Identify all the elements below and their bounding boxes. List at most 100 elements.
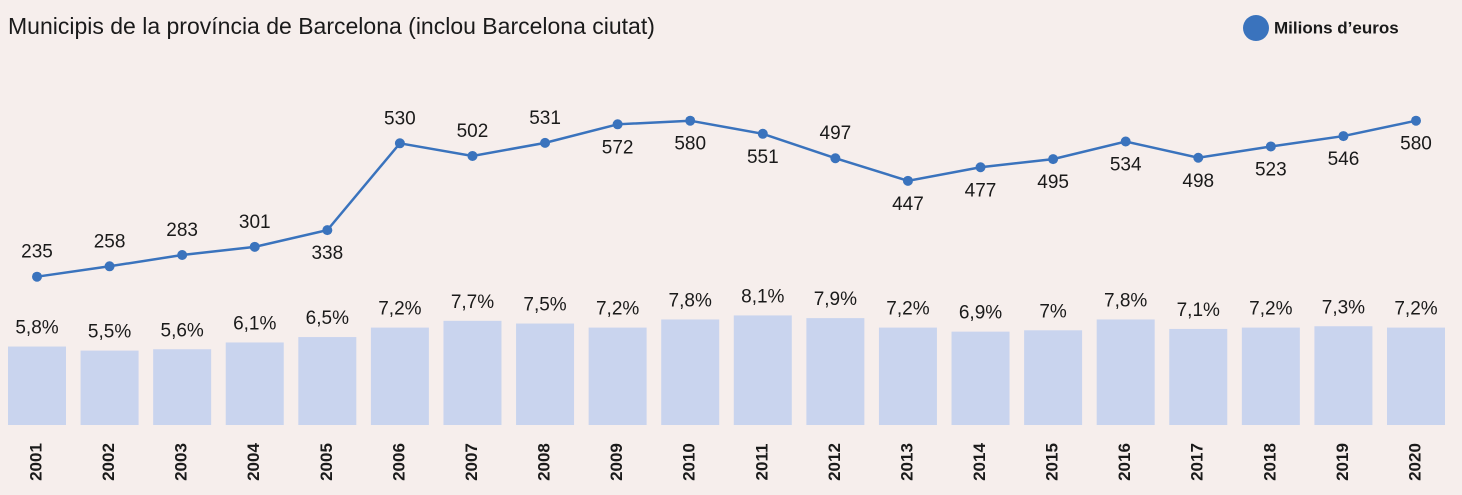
bar-value-label: 5,8%: [15, 318, 58, 339]
x-tick-label: 2009: [607, 443, 626, 481]
bar: [1314, 326, 1373, 425]
bar-value-label: 7,2%: [596, 299, 639, 320]
line-point: [1048, 154, 1059, 165]
bar-value-label: 7,7%: [451, 292, 494, 313]
line-value-label: 523: [1255, 159, 1287, 180]
x-tick-label: 2011: [752, 444, 771, 481]
bar: [1241, 327, 1300, 425]
bar-value-label: 7,9%: [814, 289, 857, 310]
bar-value-label: 7,5%: [523, 295, 566, 316]
line-value-label: 338: [311, 243, 343, 264]
line-point: [1120, 136, 1131, 147]
x-tick-label: 2008: [535, 443, 554, 481]
line-point: [540, 137, 551, 148]
bar: [80, 350, 139, 425]
bar: [588, 327, 647, 425]
line-value-label: 497: [820, 123, 852, 144]
x-tick-label: 2004: [244, 443, 263, 481]
bar-value-label: 6,9%: [959, 303, 1002, 324]
bar-value-label: 7,2%: [1394, 299, 1437, 320]
line-point: [467, 150, 478, 161]
line-point: [902, 175, 913, 186]
bar-value-label: 7,1%: [1177, 300, 1220, 321]
x-tick-label: 2007: [462, 443, 481, 481]
line-point: [1265, 141, 1276, 152]
line-point: [685, 115, 696, 126]
line-value-label: 534: [1110, 155, 1142, 176]
bar-value-label: 7%: [1039, 301, 1067, 322]
chart-title: Municipis de la província de Barcelona (…: [8, 13, 655, 39]
bar-value-label: 6,5%: [306, 308, 349, 329]
line-value-label: 235: [21, 242, 53, 263]
line-value-label: 502: [457, 121, 489, 142]
line-point: [322, 225, 333, 236]
line-value-label: 447: [892, 194, 924, 215]
line-value-label: 551: [747, 147, 779, 168]
bar-value-label: 7,8%: [669, 290, 712, 311]
line-value-label: 580: [674, 134, 706, 155]
x-tick-label: 2003: [172, 443, 191, 481]
line-value-label: 258: [94, 231, 126, 252]
line-point: [177, 249, 188, 260]
bar: [516, 323, 575, 425]
line: [36, 119, 1417, 278]
bar: [1387, 327, 1445, 425]
bar: [153, 349, 212, 425]
x-tick-label: 2020: [1405, 443, 1424, 481]
line-point: [104, 261, 115, 272]
line-point: [1338, 131, 1349, 142]
line-point: [394, 138, 405, 149]
x-tick-label: 2018: [1260, 443, 1279, 481]
x-tick-label: 2010: [680, 443, 699, 481]
bar: [806, 318, 865, 425]
bar: [443, 320, 502, 425]
bar-value-label: 6,1%: [233, 313, 276, 334]
bar: [1169, 328, 1228, 425]
bar: [661, 319, 720, 425]
line-point: [612, 119, 623, 130]
x-tick-label: 2005: [317, 443, 336, 481]
legend-marker: [1243, 15, 1269, 41]
x-tick-label: 2006: [389, 443, 408, 481]
x-tick-label: 2016: [1115, 443, 1134, 481]
line-point: [1193, 152, 1204, 163]
bar-value-label: 7,2%: [378, 299, 421, 320]
x-tick-label: 2001: [26, 443, 45, 481]
x-tick-label: 2002: [99, 443, 118, 481]
x-tick-label: 2019: [1333, 443, 1352, 481]
bar: [370, 327, 429, 425]
bar: [8, 346, 66, 425]
line-point: [32, 271, 42, 282]
bar: [1096, 319, 1155, 425]
line-value-label: 498: [1182, 171, 1214, 192]
bar: [225, 342, 284, 425]
legend-label: Milions d’euros: [1274, 18, 1399, 37]
line-point: [975, 162, 986, 173]
x-tick-label: 2017: [1188, 443, 1207, 481]
line-value-label: 477: [965, 180, 997, 201]
bar-value-label: 7,8%: [1104, 290, 1147, 311]
x-tick-label: 2013: [897, 443, 916, 481]
line-value-label: 283: [166, 220, 198, 241]
line-point: [757, 128, 768, 139]
bar-value-label: 5,5%: [88, 322, 131, 343]
line-value-label: 301: [239, 212, 271, 233]
bar-value-label: 8,1%: [741, 286, 784, 307]
bar: [733, 315, 792, 425]
bar-value-label: 7,3%: [1322, 297, 1365, 318]
x-tick-label: 2012: [825, 443, 844, 481]
x-tick-label: 2015: [1043, 443, 1062, 481]
bar-value-label: 5,6%: [161, 320, 204, 341]
line-point: [830, 153, 841, 164]
line-value-label: 530: [384, 108, 416, 129]
line-value-label: 531: [529, 108, 561, 129]
line-value-label: 580: [1400, 134, 1432, 155]
bar: [298, 337, 357, 425]
line-point: [1411, 115, 1421, 126]
bar-value-label: 7,2%: [1249, 299, 1292, 320]
bar: [1024, 330, 1083, 425]
line-point: [249, 241, 260, 252]
line-value-label: 572: [602, 137, 634, 158]
